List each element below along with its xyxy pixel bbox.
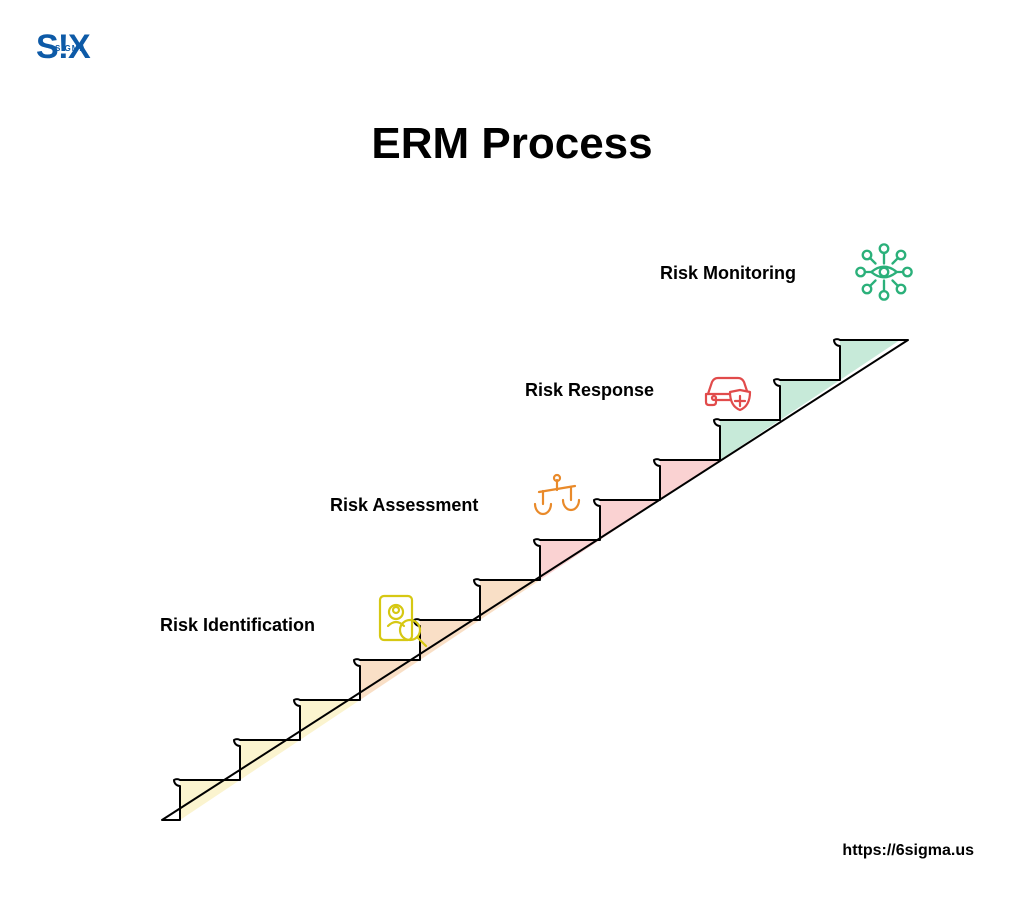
step-label-0: Risk Identification <box>160 615 315 636</box>
step-label-3: Risk Monitoring <box>660 263 796 284</box>
car-shield-icon <box>700 360 764 429</box>
scales-icon <box>525 470 589 539</box>
step-label-1: Risk Assessment <box>330 495 478 516</box>
step-label-2: Risk Response <box>525 380 654 401</box>
footer-url: https://6sigma.us <box>842 842 974 860</box>
network-eye-icon <box>850 238 918 311</box>
staircase-diagram <box>0 0 1024 900</box>
person-search-icon <box>370 590 434 659</box>
stair-group-0 <box>180 700 360 820</box>
staircase-outline <box>162 339 908 820</box>
